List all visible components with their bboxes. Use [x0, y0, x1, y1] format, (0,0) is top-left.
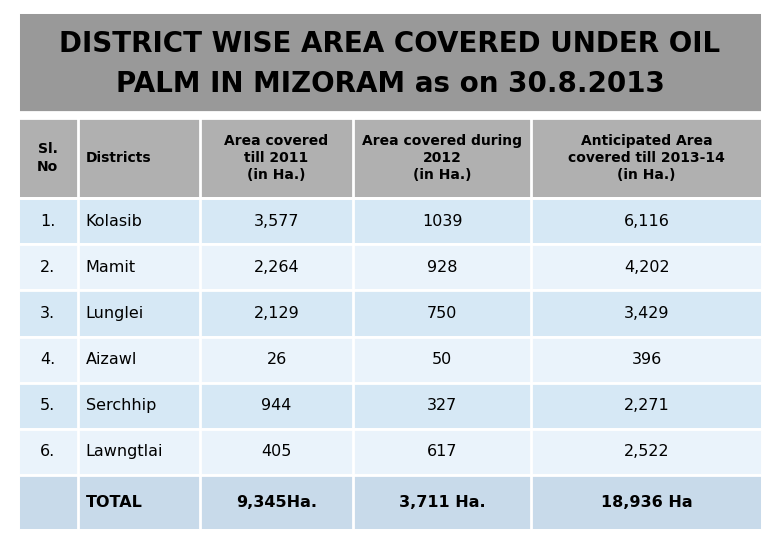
- Text: 3.: 3.: [41, 306, 55, 321]
- Text: 9,345Ha.: 9,345Ha.: [236, 495, 317, 510]
- Text: 1039: 1039: [422, 214, 463, 228]
- Bar: [18, 429, 762, 475]
- Text: 327: 327: [427, 398, 457, 413]
- Text: Districts: Districts: [86, 151, 151, 165]
- Text: 396: 396: [632, 352, 661, 367]
- Text: 4.: 4.: [40, 352, 55, 367]
- Text: 4,202: 4,202: [624, 260, 669, 275]
- Text: 1.: 1.: [40, 214, 55, 228]
- Text: Anticipated Area
covered till 2013-14
(in Ha.): Anticipated Area covered till 2013-14 (i…: [569, 134, 725, 183]
- Text: 617: 617: [427, 444, 457, 460]
- Bar: [18, 291, 762, 336]
- Text: 2,522: 2,522: [624, 444, 669, 460]
- Bar: [18, 336, 762, 383]
- Text: 2.: 2.: [40, 260, 55, 275]
- Text: Area covered
till 2011
(in Ha.): Area covered till 2011 (in Ha.): [225, 134, 328, 183]
- Text: Sl.
No: Sl. No: [37, 143, 58, 174]
- Text: 3,711 Ha.: 3,711 Ha.: [399, 495, 485, 510]
- Text: Area covered during
2012
(in Ha.): Area covered during 2012 (in Ha.): [362, 134, 522, 183]
- Text: 2,264: 2,264: [254, 260, 300, 275]
- Bar: [18, 198, 762, 244]
- Text: 18,936 Ha: 18,936 Ha: [601, 495, 693, 510]
- Text: Kolasib: Kolasib: [86, 214, 143, 228]
- Text: 2,129: 2,129: [254, 306, 300, 321]
- Text: 928: 928: [427, 260, 457, 275]
- Text: 405: 405: [261, 444, 292, 460]
- Text: Lunglei: Lunglei: [86, 306, 144, 321]
- Text: 750: 750: [427, 306, 457, 321]
- Text: Aizawl: Aizawl: [86, 352, 137, 367]
- Text: 3,577: 3,577: [254, 214, 300, 228]
- Text: PALM IN MIZORAM as on 30.8.2013: PALM IN MIZORAM as on 30.8.2013: [115, 70, 665, 98]
- Text: 50: 50: [432, 352, 452, 367]
- Text: 5.: 5.: [40, 398, 55, 413]
- Bar: [18, 118, 762, 198]
- Text: Lawngtlai: Lawngtlai: [86, 444, 163, 460]
- Text: 6,116: 6,116: [624, 214, 669, 228]
- Text: 2,271: 2,271: [624, 398, 669, 413]
- Bar: [18, 475, 762, 530]
- Text: 944: 944: [261, 398, 292, 413]
- Bar: [18, 383, 762, 429]
- Text: Serchhip: Serchhip: [86, 398, 156, 413]
- Text: Mamit: Mamit: [86, 260, 136, 275]
- Text: 6.: 6.: [40, 444, 55, 460]
- Text: TOTAL: TOTAL: [86, 495, 143, 510]
- Text: DISTRICT WISE AREA COVERED UNDER OIL: DISTRICT WISE AREA COVERED UNDER OIL: [59, 30, 721, 58]
- Bar: [18, 244, 762, 291]
- Bar: [18, 12, 762, 112]
- Text: 26: 26: [267, 352, 287, 367]
- Text: 3,429: 3,429: [624, 306, 669, 321]
